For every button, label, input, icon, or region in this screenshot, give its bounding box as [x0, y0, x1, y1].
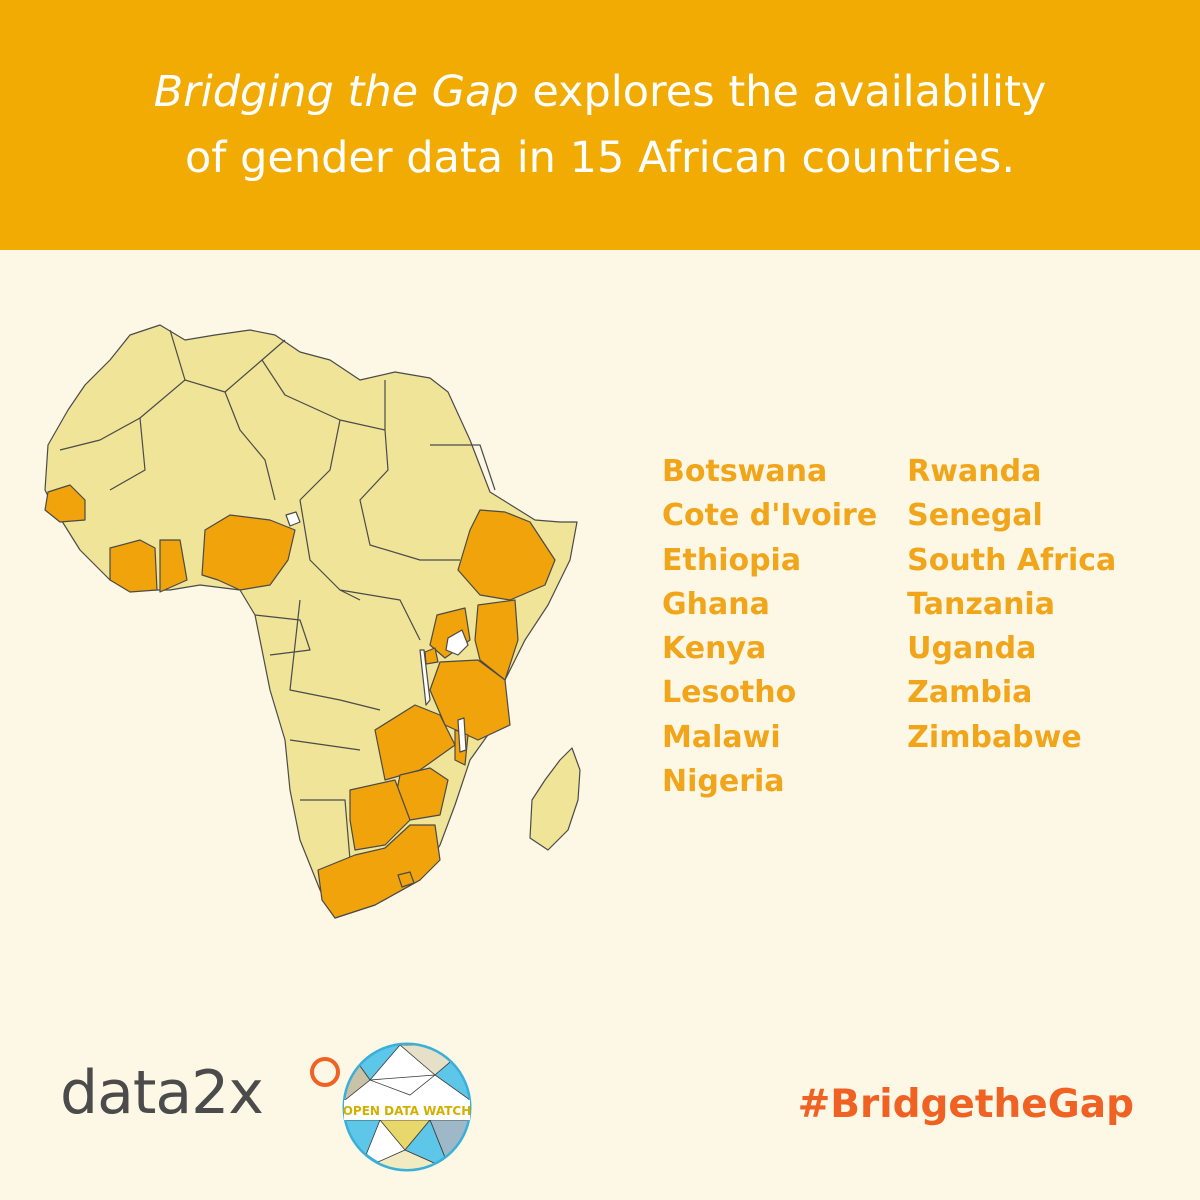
headline-line-2: of gender data in 15 African countries. — [184, 133, 1016, 183]
tanzania-shape — [429, 659, 511, 741]
country-name: Senegal — [907, 498, 1043, 534]
odw-logo-text: OPEN DATA WATCH — [343, 1104, 472, 1118]
country-name: Rwanda — [907, 454, 1042, 489]
senegal-shape — [44, 484, 86, 523]
country-list: Botswana Cote d'Ivoire Ethiopia Ghana Ke… — [662, 450, 1116, 804]
header-banner: Bridging the Gap explores the availabili… — [0, 0, 1200, 250]
africa-map — [44, 324, 581, 919]
country-name: Uganda — [907, 631, 1037, 667]
country-name: Nigeria — [662, 764, 785, 800]
madagascar — [529, 747, 581, 851]
country-name: Ethiopia — [662, 542, 802, 578]
data2x-circle-icon — [310, 1057, 340, 1087]
country-column-1: Botswana Cote d'Ivoire Ethiopia Ghana Ke… — [662, 450, 877, 804]
cote-divoire-shape — [109, 539, 158, 593]
country-name: Zambia — [907, 675, 1033, 711]
south-africa-shape — [317, 824, 441, 919]
country-name: Malawi — [662, 719, 781, 755]
country-name: Tanzania — [907, 586, 1055, 622]
highlighted-countries — [44, 484, 556, 919]
hashtag: #BridgetheGap — [797, 1082, 1134, 1127]
headline-rest: explores the availability — [518, 67, 1047, 117]
headline-line-1: Bridging the Gap explores the availabili… — [154, 59, 1047, 125]
country-name: Cote d'Ivoire — [662, 498, 878, 534]
country-name: Botswana — [662, 454, 828, 489]
country-column-2: Rwanda Senegal South Africa Tanzania Uga… — [907, 450, 1116, 804]
data2x-logo: data2x — [60, 1057, 340, 1128]
lakes — [285, 511, 469, 753]
country-name: Zimbabwe — [907, 719, 1082, 755]
country-name: Lesotho — [662, 675, 797, 711]
country-name: Kenya — [662, 631, 767, 667]
nigeria-shape — [201, 514, 296, 591]
country-name: South Africa — [907, 542, 1117, 578]
ghana-shape — [159, 539, 188, 593]
country-name: Ghana — [662, 586, 770, 622]
botswana-shape — [349, 779, 411, 851]
headline-italic: Bridging the Gap — [153, 67, 519, 117]
ethiopia-shape — [457, 509, 556, 601]
country-borders — [59, 329, 496, 861]
lesotho-shape — [397, 871, 415, 888]
data2x-logo-text: data2x — [60, 1058, 264, 1128]
open-data-watch-logo: OPEN DATA WATCH — [342, 1042, 472, 1172]
